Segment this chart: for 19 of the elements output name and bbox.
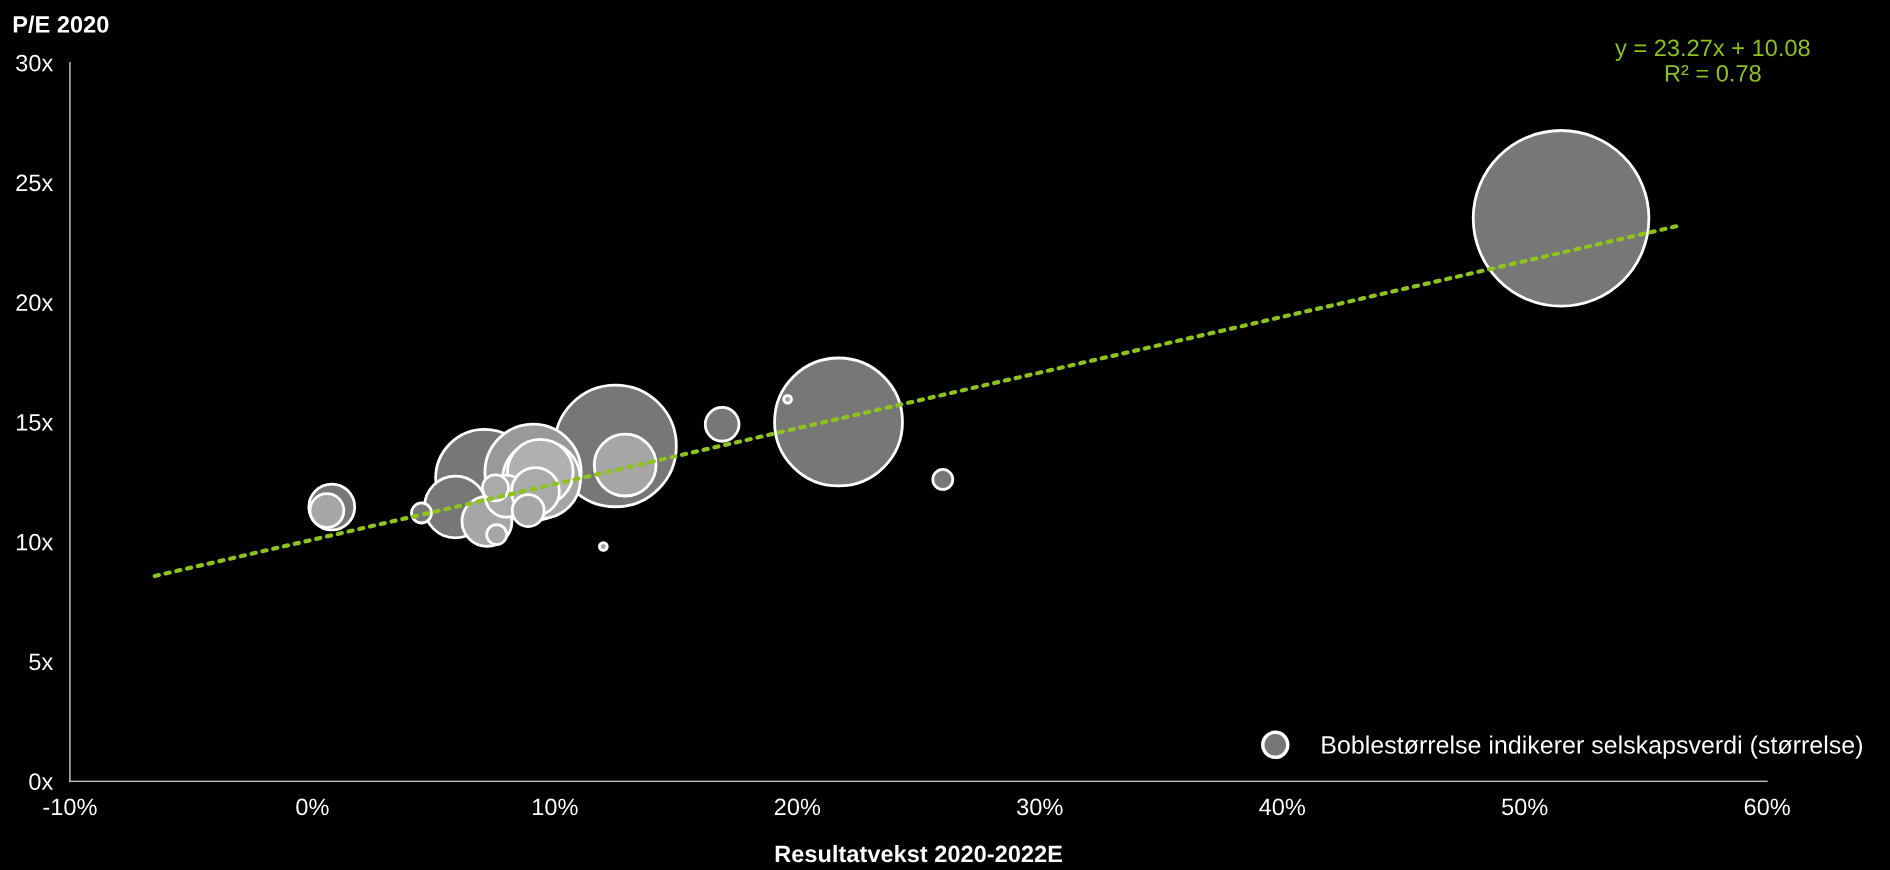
legend-label: Boblestørrelse indikerer selskapsverdi (størrelse) xyxy=(1322,735,1862,759)
annotation: y = 23.27x + 10.08 R² = 0.78 xyxy=(1615,39,1810,82)
x-tick-label: -10% xyxy=(43,798,97,816)
y-tick-label: 5x xyxy=(29,653,54,671)
y-tick-label: 10x xyxy=(17,533,54,551)
x-tick-label: 20% xyxy=(774,798,821,816)
x-tick-label: 30% xyxy=(1017,798,1063,816)
y-tick-label: 0x xyxy=(29,773,54,791)
y-tick-label: 25x xyxy=(16,174,54,192)
y-axis-title: P/E 2020 xyxy=(13,15,109,34)
x-tick-label: 0% xyxy=(296,798,329,816)
x-tick-label: 60% xyxy=(1744,798,1790,816)
x-tick-label: 10% xyxy=(533,798,578,816)
y-tick-label: 30x xyxy=(16,54,54,72)
x-tick-label: 40% xyxy=(1259,798,1306,816)
y-tick-label: 20x xyxy=(16,294,54,311)
y-tick-label: 15x xyxy=(17,414,54,431)
x-tick-label: 50% xyxy=(1502,798,1548,816)
x-axis-title: Resultatvekst 2020-2022E xyxy=(775,844,1063,863)
